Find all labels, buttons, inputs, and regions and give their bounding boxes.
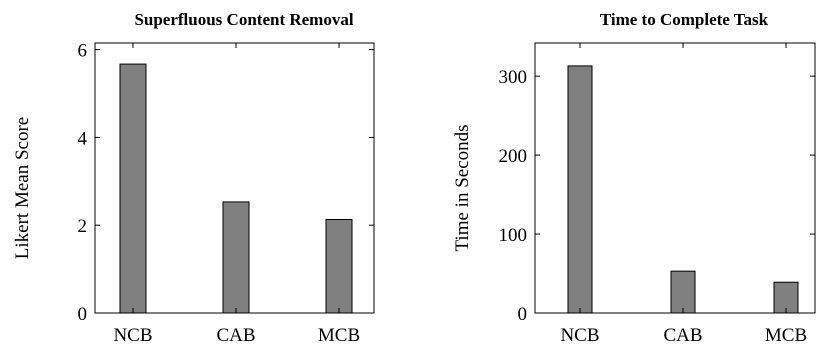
bar-ncb	[567, 65, 593, 314]
y-tick-label: 0	[518, 304, 528, 325]
x-tick-label: MCB	[318, 325, 360, 346]
y-tick-label: 4	[78, 128, 88, 149]
axes-frame	[94, 42, 375, 314]
y-tick-label: 2	[78, 216, 88, 237]
y-tick-label: 6	[78, 41, 88, 62]
x-tick-label: CAB	[216, 325, 255, 346]
bar-mcb	[773, 281, 799, 314]
y-tick-label: 100	[499, 225, 528, 246]
y-tick-label: 200	[499, 146, 528, 167]
x-tick-label: NCB	[113, 325, 152, 346]
chart-time-to-complete-task: Time to Complete Task Time in Seconds NC…	[452, 10, 816, 346]
y-axis-label: Likert Mean Score	[12, 117, 33, 259]
x-tick-label: MCB	[765, 325, 807, 346]
axes-frame	[534, 42, 816, 314]
y-tick-label: 300	[499, 67, 528, 88]
chart-title: Time to Complete Task	[600, 10, 769, 29]
bar-cab	[222, 201, 250, 314]
bar-ncb	[119, 63, 147, 314]
y-tick-label: 0	[78, 304, 88, 325]
chart-superfluous-content-removal: Superfluous Content Removal Likert Mean …	[12, 10, 375, 346]
plot-area: NCB CAB MCB 0 100 200 300	[499, 42, 816, 346]
bar-mcb	[325, 218, 353, 314]
x-tick-label: CAB	[663, 325, 702, 346]
y-axis-label: Time in Seconds	[452, 124, 473, 251]
plot-area: NCB CAB MCB 0 2 4 6	[78, 41, 375, 346]
chart-title: Superfluous Content Removal	[134, 10, 353, 29]
bar-cab	[670, 270, 696, 314]
x-tick-label: NCB	[560, 325, 599, 346]
